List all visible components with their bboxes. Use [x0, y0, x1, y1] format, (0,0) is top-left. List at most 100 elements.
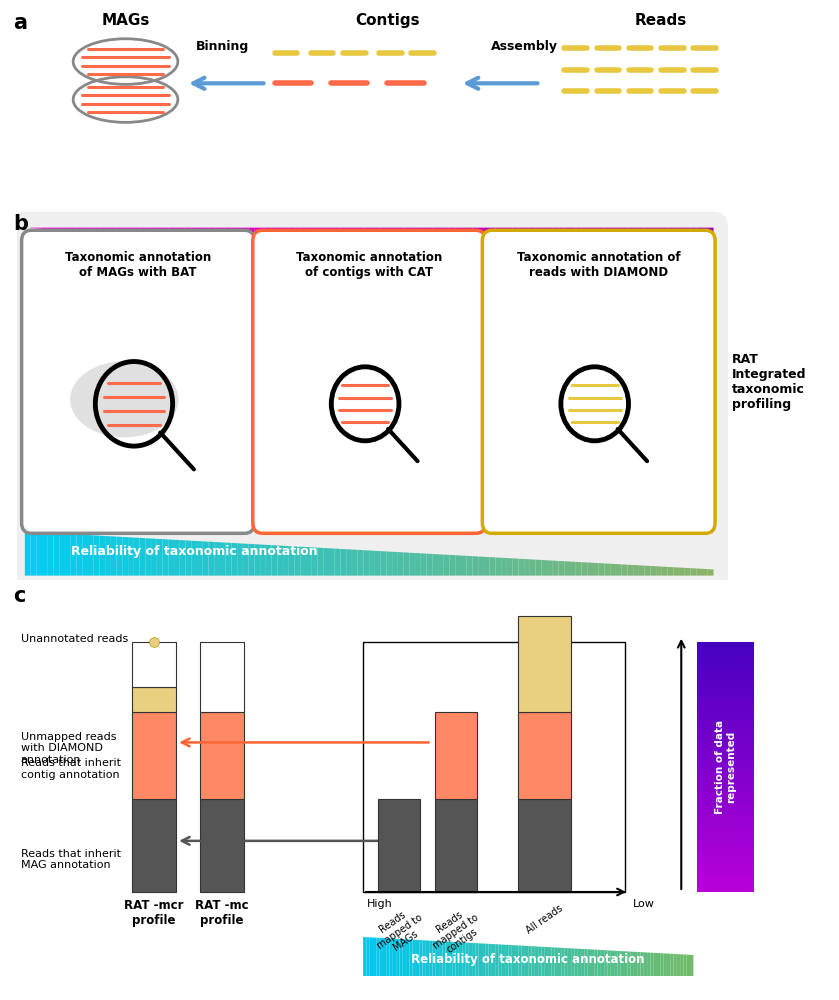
Polygon shape [82, 535, 88, 576]
Polygon shape [697, 645, 753, 648]
Polygon shape [601, 950, 604, 976]
Polygon shape [389, 938, 393, 976]
Polygon shape [697, 845, 753, 848]
Bar [378, 799, 420, 892]
Polygon shape [105, 228, 111, 234]
Polygon shape [507, 228, 513, 262]
Polygon shape [697, 726, 753, 729]
Text: Contigs: Contigs [355, 13, 420, 28]
Polygon shape [697, 748, 753, 751]
Bar [363, 642, 625, 892]
Polygon shape [472, 228, 478, 260]
Polygon shape [668, 567, 674, 576]
Polygon shape [697, 758, 753, 761]
Polygon shape [312, 547, 317, 576]
Polygon shape [248, 544, 254, 576]
Polygon shape [456, 555, 461, 576]
Polygon shape [423, 940, 426, 976]
Polygon shape [697, 876, 753, 879]
Polygon shape [633, 565, 638, 576]
Polygon shape [48, 533, 54, 576]
Polygon shape [94, 228, 100, 233]
Polygon shape [610, 228, 616, 269]
Polygon shape [604, 950, 607, 976]
Text: Taxonomic annotation
of MAGs with BAT: Taxonomic annotation of MAGs with BAT [65, 251, 211, 279]
Polygon shape [697, 804, 753, 808]
Polygon shape [476, 943, 479, 976]
Polygon shape [697, 723, 753, 726]
Polygon shape [541, 560, 547, 576]
Polygon shape [697, 651, 753, 654]
Polygon shape [232, 228, 237, 243]
Polygon shape [512, 945, 515, 976]
Polygon shape [100, 228, 105, 233]
Polygon shape [406, 939, 409, 976]
Polygon shape [684, 954, 687, 976]
Polygon shape [647, 952, 650, 976]
Polygon shape [697, 801, 753, 804]
Polygon shape [664, 953, 667, 976]
Polygon shape [545, 947, 548, 976]
Polygon shape [591, 949, 594, 976]
Polygon shape [628, 228, 633, 270]
Polygon shape [174, 540, 180, 576]
Polygon shape [697, 682, 753, 686]
Polygon shape [597, 950, 601, 976]
Bar [132, 642, 176, 687]
Polygon shape [180, 540, 185, 576]
Polygon shape [446, 942, 449, 976]
Text: Unannotated reads: Unannotated reads [21, 634, 128, 644]
Polygon shape [525, 946, 529, 976]
Polygon shape [611, 950, 614, 976]
Polygon shape [243, 228, 248, 243]
Polygon shape [697, 717, 753, 720]
Polygon shape [357, 228, 363, 251]
Polygon shape [347, 549, 352, 576]
Polygon shape [581, 562, 587, 576]
Polygon shape [430, 941, 432, 976]
Polygon shape [616, 564, 622, 576]
Polygon shape [594, 950, 597, 976]
Polygon shape [169, 228, 174, 238]
Polygon shape [697, 673, 753, 676]
Polygon shape [532, 946, 534, 976]
Polygon shape [409, 228, 415, 255]
Ellipse shape [70, 361, 179, 437]
Polygon shape [306, 228, 312, 248]
Polygon shape [151, 538, 157, 576]
Polygon shape [272, 228, 278, 245]
Polygon shape [335, 228, 341, 250]
Polygon shape [370, 937, 373, 976]
Polygon shape [570, 562, 576, 576]
Polygon shape [604, 228, 610, 269]
Polygon shape [409, 553, 415, 576]
Polygon shape [54, 533, 60, 576]
Polygon shape [151, 228, 157, 237]
Polygon shape [697, 783, 753, 786]
Polygon shape [197, 228, 203, 240]
Text: Reliability of taxonomic annotation: Reliability of taxonomic annotation [70, 545, 317, 558]
Polygon shape [697, 779, 753, 783]
Polygon shape [472, 943, 476, 976]
Polygon shape [581, 949, 585, 976]
Polygon shape [373, 938, 377, 976]
Polygon shape [300, 547, 306, 576]
Polygon shape [513, 228, 519, 262]
Polygon shape [42, 228, 48, 229]
Polygon shape [375, 228, 381, 253]
Polygon shape [690, 568, 696, 576]
Polygon shape [519, 228, 524, 263]
Polygon shape [65, 534, 70, 576]
Polygon shape [478, 556, 484, 576]
Polygon shape [697, 661, 753, 664]
Polygon shape [387, 228, 392, 253]
Polygon shape [687, 955, 690, 976]
Polygon shape [439, 941, 442, 976]
Polygon shape [272, 545, 278, 576]
Polygon shape [697, 754, 753, 758]
Polygon shape [416, 940, 420, 976]
Polygon shape [283, 546, 289, 576]
Bar [200, 712, 244, 799]
Text: a: a [13, 13, 27, 33]
Polygon shape [530, 228, 535, 264]
